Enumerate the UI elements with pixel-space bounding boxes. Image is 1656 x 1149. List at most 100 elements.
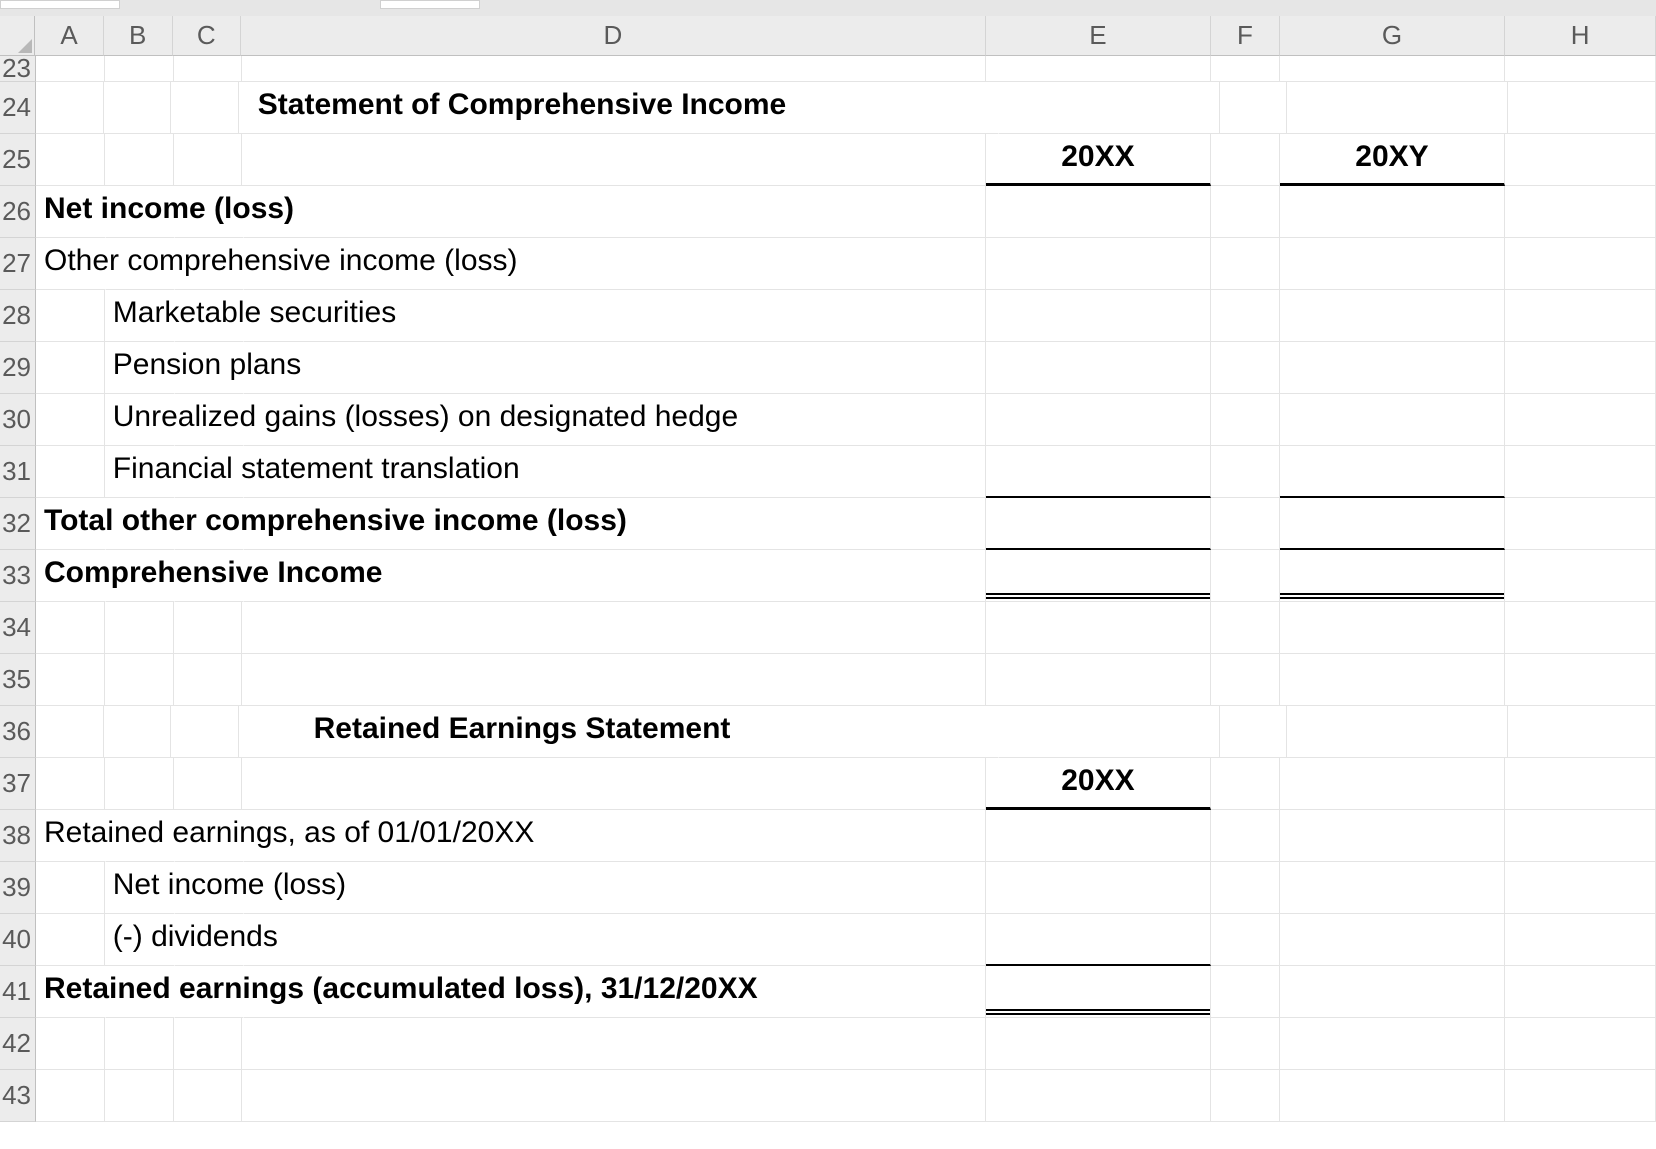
col-header-E[interactable]: E bbox=[986, 16, 1211, 56]
cell[interactable] bbox=[105, 56, 174, 82]
cell[interactable] bbox=[1280, 290, 1505, 342]
cell[interactable] bbox=[1211, 550, 1280, 602]
row-header[interactable]: 34 bbox=[0, 602, 36, 654]
cell[interactable] bbox=[175, 966, 244, 1018]
res-close[interactable]: Retained earnings (accumulated loss), 31… bbox=[36, 966, 106, 1018]
res-div[interactable]: (-) dividends bbox=[105, 914, 175, 966]
cell[interactable] bbox=[1211, 1018, 1280, 1070]
cell[interactable] bbox=[1505, 446, 1656, 498]
cell[interactable] bbox=[175, 550, 244, 602]
cell[interactable] bbox=[986, 914, 1211, 966]
cell[interactable] bbox=[242, 654, 985, 706]
cell[interactable] bbox=[1211, 238, 1280, 290]
cell[interactable] bbox=[36, 342, 105, 394]
row-header[interactable]: 30 bbox=[0, 394, 36, 446]
cell[interactable] bbox=[986, 186, 1211, 238]
cell[interactable] bbox=[36, 1070, 105, 1122]
oci-pension[interactable]: Pension plans bbox=[105, 342, 175, 394]
cell[interactable] bbox=[105, 1018, 174, 1070]
cell[interactable] bbox=[1280, 602, 1505, 654]
row-header[interactable]: 38 bbox=[0, 810, 36, 862]
cell[interactable] bbox=[36, 914, 105, 966]
cell[interactable] bbox=[174, 1018, 243, 1070]
cell[interactable] bbox=[1211, 966, 1280, 1018]
cell[interactable] bbox=[1280, 550, 1505, 602]
cell[interactable] bbox=[986, 56, 1211, 82]
cell[interactable] bbox=[1211, 654, 1280, 706]
cell[interactable] bbox=[36, 758, 105, 810]
cell[interactable] bbox=[1280, 914, 1505, 966]
row-header[interactable]: 25 bbox=[0, 134, 36, 186]
row-header[interactable]: 31 bbox=[0, 446, 36, 498]
row-header[interactable]: 23 bbox=[0, 56, 36, 82]
cell[interactable] bbox=[986, 1018, 1211, 1070]
cell[interactable] bbox=[1220, 82, 1288, 134]
cell[interactable] bbox=[1211, 134, 1280, 186]
cell[interactable] bbox=[105, 654, 174, 706]
cell[interactable] bbox=[1505, 550, 1656, 602]
col-header-H[interactable]: H bbox=[1505, 16, 1656, 56]
cell[interactable] bbox=[36, 446, 105, 498]
cell[interactable] bbox=[242, 758, 985, 810]
cell[interactable] bbox=[1211, 1070, 1280, 1122]
cell[interactable] bbox=[36, 290, 105, 342]
col-header-B[interactable]: B bbox=[104, 16, 173, 56]
cell[interactable] bbox=[986, 654, 1211, 706]
row-header[interactable]: 36 bbox=[0, 706, 36, 758]
cell[interactable] bbox=[1280, 238, 1505, 290]
cell[interactable] bbox=[175, 914, 244, 966]
cell[interactable] bbox=[1280, 810, 1505, 862]
cell[interactable] bbox=[244, 914, 987, 966]
cell[interactable] bbox=[242, 134, 985, 186]
sci-year1[interactable]: 20XX bbox=[986, 134, 1211, 186]
cell[interactable] bbox=[1505, 862, 1656, 914]
cell[interactable] bbox=[986, 810, 1211, 862]
cell[interactable] bbox=[175, 394, 244, 446]
cell[interactable] bbox=[36, 56, 105, 82]
cell[interactable] bbox=[174, 1070, 243, 1122]
oci-ms[interactable]: Marketable securities bbox=[105, 290, 175, 342]
cell[interactable] bbox=[175, 446, 244, 498]
row-header[interactable]: 24 bbox=[0, 82, 36, 134]
cell[interactable] bbox=[1505, 186, 1656, 238]
row-header[interactable]: 40 bbox=[0, 914, 36, 966]
cell[interactable] bbox=[106, 810, 175, 862]
cell[interactable] bbox=[174, 654, 243, 706]
cell[interactable] bbox=[1280, 446, 1505, 498]
cell[interactable] bbox=[244, 966, 987, 1018]
cell[interactable] bbox=[1220, 706, 1288, 758]
cell[interactable] bbox=[1505, 654, 1656, 706]
cell[interactable] bbox=[1280, 342, 1505, 394]
cell[interactable] bbox=[1211, 394, 1280, 446]
res-open[interactable]: Retained earnings, as of 01/01/20XX bbox=[36, 810, 106, 862]
cell[interactable] bbox=[244, 550, 987, 602]
cell[interactable] bbox=[1280, 394, 1505, 446]
row-header[interactable]: 43 bbox=[0, 1070, 36, 1122]
cell[interactable] bbox=[242, 56, 985, 82]
cell[interactable] bbox=[1280, 498, 1505, 550]
cell[interactable] bbox=[36, 134, 105, 186]
sci-title[interactable]: Statement of Comprehensive Income bbox=[239, 82, 999, 134]
cell[interactable] bbox=[174, 602, 243, 654]
row-header[interactable]: 39 bbox=[0, 862, 36, 914]
cell[interactable] bbox=[106, 498, 175, 550]
cell[interactable] bbox=[1508, 82, 1656, 134]
cell[interactable] bbox=[1211, 810, 1280, 862]
cell[interactable] bbox=[1505, 394, 1656, 446]
cell[interactable] bbox=[1211, 290, 1280, 342]
cell[interactable] bbox=[1280, 758, 1505, 810]
cell[interactable] bbox=[999, 82, 1220, 134]
cell[interactable] bbox=[1505, 56, 1656, 82]
cell[interactable] bbox=[175, 498, 244, 550]
cell[interactable] bbox=[1287, 706, 1508, 758]
cell[interactable] bbox=[242, 1018, 985, 1070]
cell[interactable] bbox=[1505, 342, 1656, 394]
cell[interactable] bbox=[1505, 914, 1656, 966]
cell[interactable] bbox=[1211, 498, 1280, 550]
cell[interactable] bbox=[986, 446, 1211, 498]
row-header[interactable]: 29 bbox=[0, 342, 36, 394]
cell[interactable] bbox=[175, 810, 244, 862]
cell[interactable] bbox=[174, 56, 243, 82]
cell[interactable] bbox=[1211, 758, 1280, 810]
res-year1[interactable]: 20XX bbox=[986, 758, 1211, 810]
